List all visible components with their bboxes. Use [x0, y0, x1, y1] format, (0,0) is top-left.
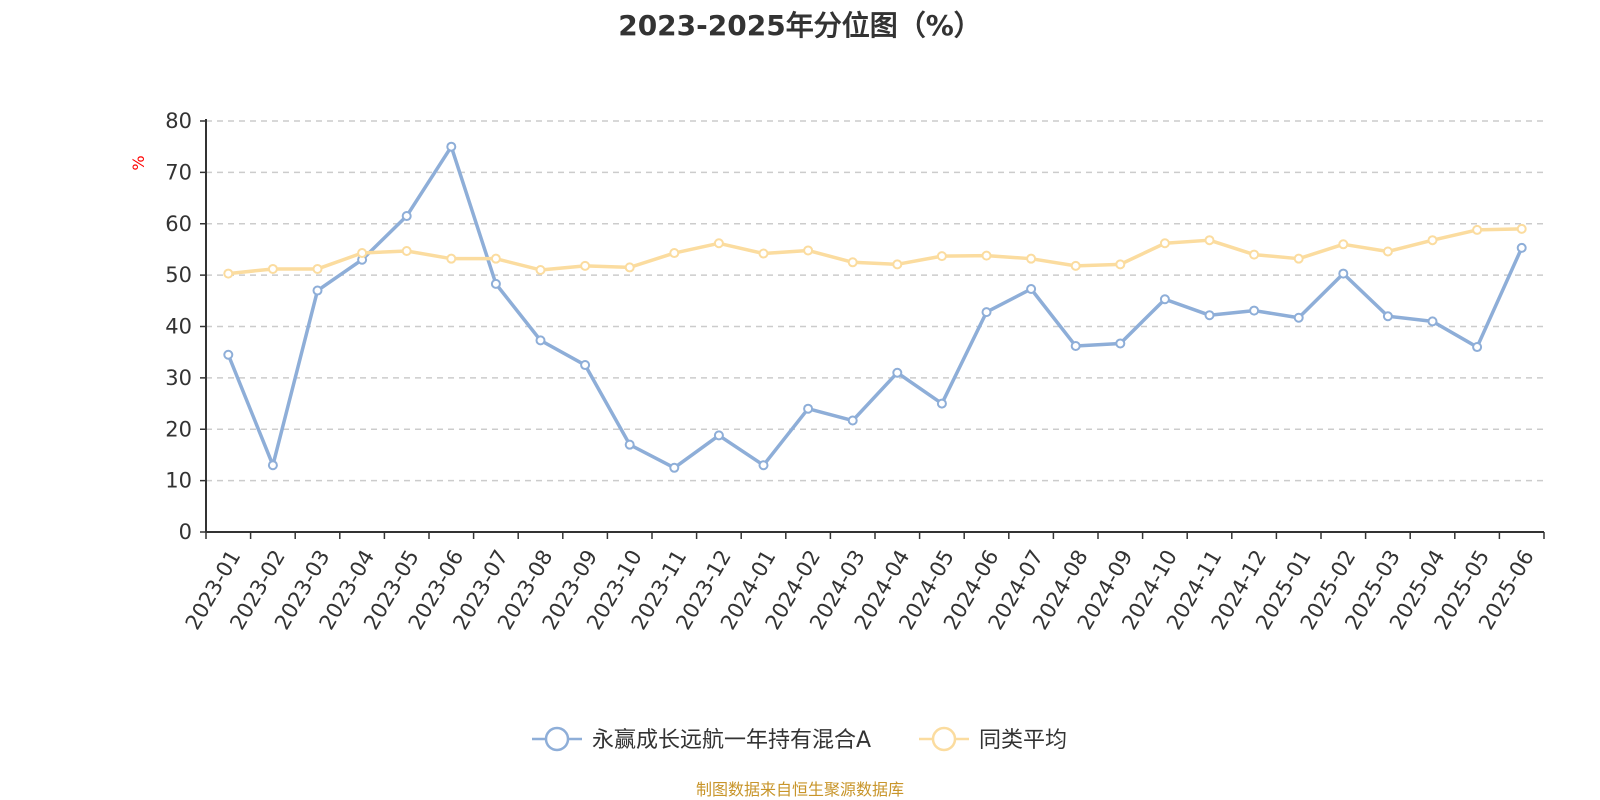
data-point[interactable] [1427, 316, 1438, 327]
y-tick-label: 20 [165, 417, 192, 441]
y-tick-label: 70 [165, 160, 192, 184]
data-point[interactable] [803, 245, 814, 256]
data-point[interactable] [401, 211, 412, 222]
data-point[interactable] [624, 439, 635, 450]
data-point[interactable] [446, 141, 457, 152]
data-point[interactable] [1026, 283, 1037, 294]
data-point[interactable] [936, 251, 947, 262]
y-tick-label: 50 [165, 263, 192, 287]
data-point[interactable] [1293, 253, 1304, 264]
data-point[interactable] [1249, 249, 1260, 260]
data-point[interactable] [401, 245, 412, 256]
y-axis-label: % [129, 155, 148, 170]
data-point[interactable] [1516, 223, 1527, 234]
data-point[interactable] [669, 462, 680, 473]
data-point[interactable] [981, 307, 992, 318]
data-point[interactable] [1382, 246, 1393, 257]
data-point[interactable] [1115, 259, 1126, 270]
data-point[interactable] [312, 263, 323, 274]
series-line [226, 144, 1524, 470]
y-tick-label: 10 [165, 469, 192, 493]
y-tick-label: 30 [165, 366, 192, 390]
data-point[interactable] [803, 403, 814, 414]
data-point[interactable] [713, 238, 724, 249]
data-point[interactable] [1026, 253, 1037, 264]
data-point[interactable] [847, 415, 858, 426]
data-point[interactable] [490, 253, 501, 264]
series-lines [223, 141, 1527, 473]
data-point[interactable] [1204, 310, 1215, 321]
data-point[interactable] [1472, 342, 1483, 353]
series-1 [223, 141, 1527, 473]
data-point[interactable] [1159, 238, 1170, 249]
data-point[interactable] [981, 250, 992, 261]
data-point[interactable] [580, 360, 591, 371]
chart-title: 2023-2025年分位图（%） [618, 9, 982, 42]
legend-item-1[interactable]: 永赢成长远航一年持有混合A [532, 726, 871, 753]
data-point[interactable] [1159, 294, 1170, 305]
data-point[interactable] [1338, 239, 1349, 250]
legend-marker [931, 726, 957, 752]
data-point[interactable] [713, 430, 724, 441]
y-tick-label: 80 [165, 109, 192, 133]
series-2 [223, 223, 1527, 279]
source-note: 制图数据来自恒生聚源数据库 [695, 780, 904, 799]
data-point[interactable] [936, 398, 947, 409]
legend-marker [544, 726, 570, 752]
legend-label: 永赢成长远航一年持有混合A [592, 728, 871, 753]
data-point[interactable] [758, 460, 769, 471]
data-point[interactable] [446, 253, 457, 264]
data-point[interactable] [535, 264, 546, 275]
y-tick-label: 0 [179, 520, 192, 544]
data-point[interactable] [267, 460, 278, 471]
data-point[interactable] [1115, 338, 1126, 349]
data-point[interactable] [1070, 260, 1081, 271]
data-point[interactable] [223, 349, 234, 360]
grid-lines [206, 120, 1544, 482]
series-line [228, 227, 1522, 276]
data-point[interactable] [490, 278, 501, 289]
data-point[interactable] [357, 248, 368, 259]
data-point[interactable] [758, 248, 769, 259]
legend-label: 同类平均 [979, 728, 1067, 753]
data-point[interactable] [535, 335, 546, 346]
data-point[interactable] [847, 257, 858, 268]
data-point[interactable] [312, 285, 323, 296]
data-point[interactable] [1516, 242, 1527, 253]
data-point[interactable] [1293, 312, 1304, 323]
data-point[interactable] [1070, 341, 1081, 352]
data-point[interactable] [1249, 305, 1260, 316]
data-point[interactable] [267, 263, 278, 274]
data-point[interactable] [1204, 235, 1215, 246]
data-point[interactable] [892, 367, 903, 378]
legend[interactable]: 永赢成长远航一年持有混合A 同类平均 [532, 726, 1067, 753]
data-point[interactable] [1472, 224, 1483, 235]
data-point[interactable] [624, 262, 635, 273]
legend-item-2[interactable]: 同类平均 [919, 726, 1067, 753]
data-point[interactable] [892, 259, 903, 270]
y-tick-label: 60 [165, 212, 192, 236]
data-point[interactable] [1382, 311, 1393, 322]
data-point[interactable] [1427, 235, 1438, 246]
axes: 010203040506070802023-012023-022023-0320… [165, 109, 1545, 634]
data-point[interactable] [1338, 268, 1349, 279]
data-point[interactable] [669, 248, 680, 259]
data-point[interactable] [580, 260, 591, 271]
data-point[interactable] [223, 268, 234, 279]
y-tick-label: 40 [165, 315, 192, 339]
